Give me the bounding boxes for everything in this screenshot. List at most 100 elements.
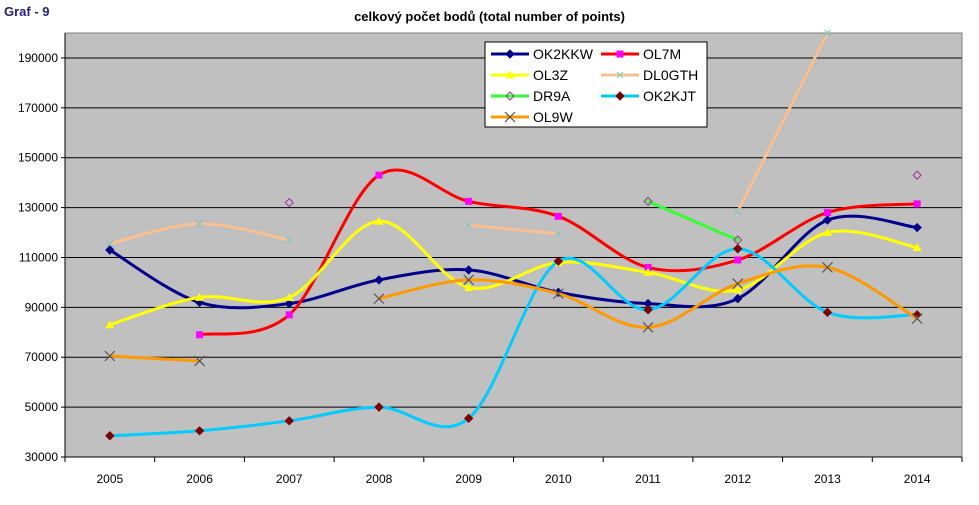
y-tick-label: 110000	[19, 250, 58, 264]
series-line-ol9w	[108, 354, 202, 363]
series-ok2kkw	[105, 214, 922, 310]
data-point-ok2kkw-2008	[374, 275, 384, 285]
series-line-dr9a	[646, 199, 740, 242]
data-point-ok2kjt-2012	[733, 244, 743, 254]
series-ol9w	[104, 262, 923, 367]
series-dl0gth	[106, 29, 831, 248]
y-axis-tick-labels: 30000 50000 70000 90000 110000 130000 150000 17…	[18, 51, 58, 464]
data-point-dl0gth-2009	[465, 221, 473, 229]
data-point-ol9w-2012	[732, 278, 744, 290]
legend-label: DL0GTH	[643, 67, 698, 83]
data-point-ol3z-2013	[822, 228, 832, 237]
series-ol7m	[196, 168, 921, 339]
series-line-dl0gth	[467, 223, 560, 236]
data-point-ol3z-2007	[284, 292, 294, 301]
y-tick-label: 70000	[25, 350, 59, 364]
data-point-ok2kkw-2013	[822, 215, 833, 225]
legend-label: OL9W	[533, 109, 573, 125]
legend-item-dl0gth: DL0GTH	[601, 67, 698, 83]
data-point-ok2kkw-2007	[284, 298, 294, 309]
data-point-ol7m-2007	[285, 311, 293, 319]
data-point-ok2kkw-2005	[105, 245, 115, 255]
series-dr9a	[284, 170, 922, 245]
legend-item-ol7m: OL7M	[601, 46, 681, 62]
data-point-dl0gth-2005	[106, 240, 114, 248]
data-point-ok2kkw-2009	[463, 265, 474, 275]
data-point-ol3z-2011	[643, 267, 653, 276]
data-point-ok2kjt-2013	[822, 307, 833, 318]
legend-swatch-marker	[505, 49, 515, 59]
data-point-ok2kkw-2014	[912, 222, 922, 233]
x-tick-label: 2013	[814, 472, 841, 486]
legend-swatch-marker	[616, 71, 624, 79]
axes	[64, 32, 963, 462]
data-point-ok2kjt-2010	[553, 256, 564, 266]
data-point-ol7m-2013	[823, 209, 831, 217]
data-point-dl0gth-2013	[824, 29, 831, 37]
data-point-ol9w-2014	[911, 313, 923, 325]
x-axis-tick-labels: 2005 2006 2007 2008 2009 2010 2011 2012 2013 2014	[96, 472, 930, 486]
legend-item-dr9a: DR9A	[491, 88, 571, 104]
y-tick-label: 30000	[25, 450, 59, 464]
data-point-ol7m-2011	[644, 263, 652, 271]
data-point-dl0gth-2010	[554, 230, 562, 238]
legend-swatch-marker	[505, 91, 515, 101]
data-point-ok2kjt-2007	[284, 416, 294, 426]
data-point-ol7m-2010	[554, 212, 562, 220]
data-point-ol3z-2008	[374, 216, 384, 225]
series-line-ol7m	[198, 168, 919, 337]
data-point-dr9a-2011	[643, 196, 653, 207]
legend-label: OK2KKW	[533, 46, 594, 62]
y-tick-label: 50000	[25, 400, 59, 414]
legend-label: OL7M	[643, 46, 681, 62]
y-tick-label: 130000	[18, 201, 58, 215]
legend-item-ol3z: OL3Z	[491, 67, 568, 83]
data-point-ol7m-2009	[465, 197, 473, 205]
data-point-ok2kjt-2008	[374, 402, 384, 412]
x-tick-label: 2009	[455, 472, 482, 486]
data-point-dr9a-2012	[733, 235, 743, 245]
data-point-dl0gth-2007	[285, 236, 293, 244]
series-line-dl0gth	[736, 31, 829, 213]
data-point-ok2kjt-2006	[194, 426, 205, 436]
x-tick-label: 2007	[276, 472, 303, 486]
data-point-ol3z-2012	[733, 285, 743, 294]
data-point-ol7m-2012	[734, 256, 742, 264]
series-line-ok2kkw	[108, 214, 919, 310]
data-point-ol9w-2011	[642, 321, 654, 333]
legend-item-ok2kjt: OK2KJT	[601, 88, 696, 104]
legend-label: OK2KJT	[643, 88, 696, 104]
data-point-ok2kjt-2005	[105, 431, 115, 441]
data-point-ol7m-2008	[375, 171, 383, 179]
legend-swatch-marker	[616, 50, 624, 58]
y-tick-label: 150000	[18, 151, 58, 165]
data-point-ol9w-2006	[194, 355, 205, 367]
x-tick-label: 2011	[635, 472, 661, 486]
x-tick-label: 2010	[545, 472, 572, 486]
x-tick-label: 2008	[366, 472, 393, 486]
data-point-ol9w-2013	[822, 262, 833, 273]
data-point-dl0gth-2006	[196, 220, 203, 228]
data-point-ol3z-2014	[912, 242, 922, 251]
y-tick-label: 190000	[18, 51, 58, 65]
data-point-ok2kjt-2009	[463, 413, 474, 424]
data-point-dl0gth-2012	[734, 207, 742, 215]
legend-swatch-marker	[615, 91, 625, 101]
x-tick-label: 2012	[724, 472, 751, 486]
x-tick-label: 2014	[904, 472, 931, 486]
data-point-ol9w-2008	[373, 293, 385, 305]
legend-swatch-marker	[505, 70, 515, 79]
series-line-ol3z	[108, 219, 919, 327]
legend-label: DR9A	[533, 88, 571, 104]
legend-item-ol9w: OL9W	[491, 109, 573, 125]
data-point-dr9a-2007	[284, 197, 294, 208]
legend-box	[484, 41, 708, 128]
figure-label: Graf - 9	[4, 4, 50, 19]
legend-item-ok2kkw: OK2KKW	[491, 46, 594, 62]
y-tick-label: 90000	[25, 300, 59, 314]
data-point-ol7m-2006	[196, 331, 204, 339]
data-point-ol9w-2005	[104, 350, 116, 362]
data-point-ok2kjt-2011	[643, 305, 653, 315]
data-point-ol3z-2005	[105, 320, 115, 329]
